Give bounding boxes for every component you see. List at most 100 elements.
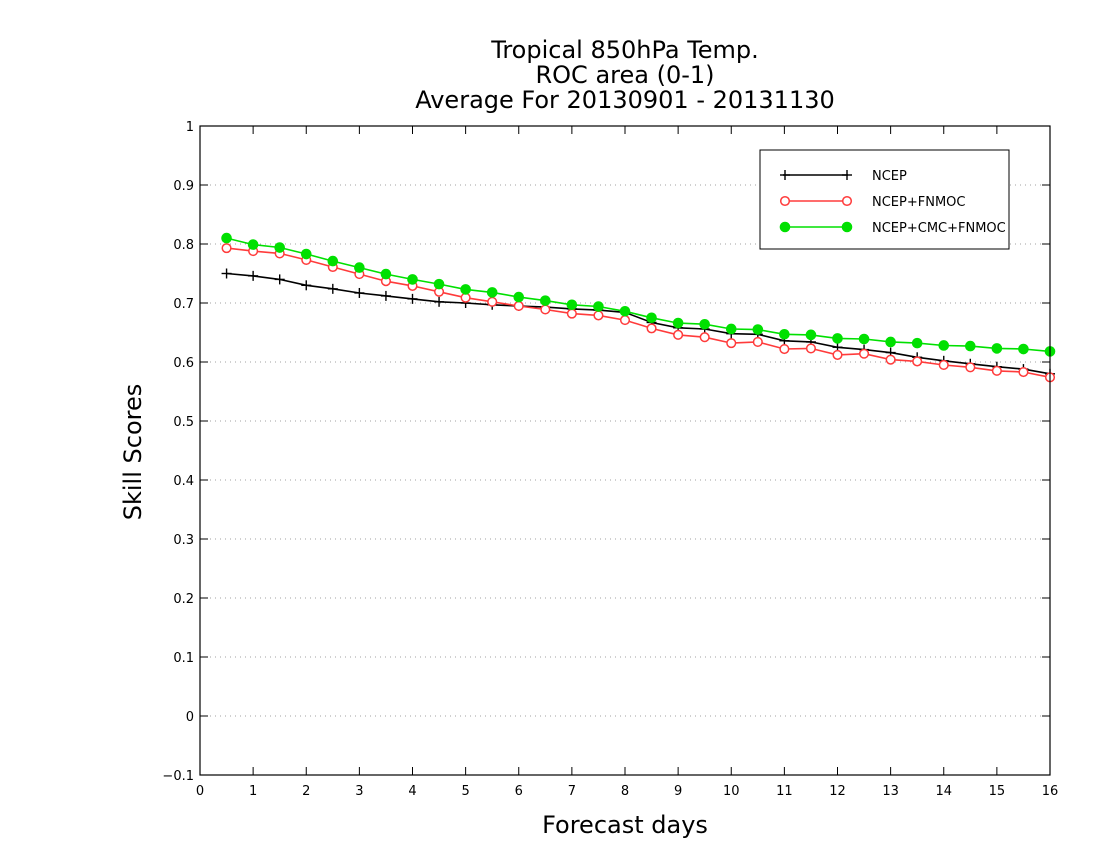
data-point xyxy=(380,290,391,301)
data-point xyxy=(911,337,923,349)
data-point xyxy=(805,343,816,354)
y-tick-label: 0.1 xyxy=(173,651,194,666)
data-point xyxy=(300,248,312,260)
data-point xyxy=(247,239,259,250)
y-tick-label: 0.6 xyxy=(173,356,194,371)
data-point xyxy=(460,284,471,295)
data-point xyxy=(673,329,684,340)
data-point xyxy=(354,287,365,298)
data-point xyxy=(672,317,684,329)
x-tick-label: 5 xyxy=(461,784,469,799)
x-axis-label: Forecast days xyxy=(542,811,708,839)
y-tick-label: 1 xyxy=(186,120,194,135)
data-point xyxy=(593,301,604,312)
legend-entry-2: NCEP+CMC+FNMOC xyxy=(779,221,1006,236)
legend-marker xyxy=(779,195,791,207)
data-point xyxy=(646,312,657,324)
x-tick-label: 6 xyxy=(515,784,523,799)
data-point xyxy=(486,287,498,298)
data-point xyxy=(566,308,577,319)
data-point xyxy=(725,323,737,335)
legend: NCEP NCEP+FNMOC NCEP+CMC+FNMOC xyxy=(759,149,1010,250)
data-point xyxy=(540,295,551,306)
legend-marker xyxy=(842,170,852,180)
x-tick-label: 14 xyxy=(935,784,952,799)
data-point xyxy=(885,354,896,365)
y-tick-label: 0 xyxy=(186,710,194,725)
legend-box xyxy=(759,149,1010,250)
data-point xyxy=(991,365,1002,376)
data-point xyxy=(699,332,710,343)
data-point xyxy=(938,359,949,371)
y-tick-label: 0.4 xyxy=(173,474,194,489)
legend-entry-1: NCEP+FNMOC xyxy=(779,195,965,210)
x-axis-ticks: 0 1 2 3 4 5 6 7 8 9 10 11 12 13 14 15 16 xyxy=(196,126,1058,799)
y-axis-ticks: −0.1 0 0.1 0.2 0.3 0.4 0.5 0.6 0.7 0.8 0.9 1 xyxy=(162,120,1050,784)
y-axis-label: Skill Scores xyxy=(119,384,147,521)
chart-title: Tropical 850hPa Temp. ROC area (0-1) Ave… xyxy=(415,36,835,114)
y-tick-label: 0.3 xyxy=(173,533,194,548)
data-point xyxy=(779,328,790,340)
x-tick-label: 15 xyxy=(989,784,1006,799)
data-point xyxy=(912,356,923,367)
legend-entry-0: NCEP xyxy=(780,169,907,184)
data-point xyxy=(513,300,524,312)
x-tick-label: 3 xyxy=(355,784,363,799)
series-1 xyxy=(221,243,1056,383)
data-point xyxy=(327,255,339,267)
data-point xyxy=(752,336,763,347)
data-point xyxy=(407,293,418,304)
y-tick-label: 0.8 xyxy=(173,238,194,253)
legend-label: NCEP+CMC+FNMOC xyxy=(872,221,1006,236)
data-point xyxy=(752,324,764,335)
gridlines xyxy=(200,184,1050,717)
x-tick-label: 4 xyxy=(408,784,416,799)
data-point xyxy=(965,362,976,373)
y-tick-label: −0.1 xyxy=(162,769,194,784)
legend-marker xyxy=(841,221,853,233)
data-point xyxy=(221,268,232,279)
data-point xyxy=(1018,343,1029,355)
data-point xyxy=(1018,366,1029,378)
data-point xyxy=(433,278,445,290)
y-tick-label: 0.7 xyxy=(173,297,194,312)
chart-title-line-3: Average For 20130901 - 20131130 xyxy=(415,86,835,114)
data-point xyxy=(513,291,525,303)
data-point xyxy=(540,304,551,315)
chart-title-line-1: Tropical 850hPa Temp. xyxy=(490,36,759,64)
chart-title-line-2: ROC area (0-1) xyxy=(535,61,714,89)
data-point xyxy=(619,315,631,326)
legend-marker xyxy=(779,221,791,233)
x-tick-label: 16 xyxy=(1042,784,1059,799)
x-tick-label: 8 xyxy=(621,784,629,799)
data-point xyxy=(832,349,843,360)
data-point xyxy=(221,232,232,244)
data-point xyxy=(885,336,896,348)
data-point xyxy=(248,270,259,281)
data-point xyxy=(354,262,365,273)
x-tick-label: 7 xyxy=(568,784,576,799)
data-point xyxy=(965,340,976,352)
data-point xyxy=(221,243,232,254)
data-point xyxy=(938,340,950,351)
data-point xyxy=(646,323,657,334)
data-point xyxy=(991,343,1003,354)
legend-marker xyxy=(780,170,790,180)
x-tick-label: 11 xyxy=(776,784,793,799)
data-point xyxy=(274,242,285,253)
x-tick-label: 12 xyxy=(829,784,846,799)
series-2 xyxy=(221,232,1056,357)
data-point xyxy=(566,299,578,311)
data-point xyxy=(779,343,790,355)
x-tick-label: 10 xyxy=(723,784,740,799)
data-point xyxy=(619,305,631,317)
x-tick-label: 9 xyxy=(674,784,682,799)
y-tick-label: 0.9 xyxy=(173,179,194,194)
data-point xyxy=(699,318,710,330)
data-point xyxy=(593,310,604,321)
data-point xyxy=(859,348,870,359)
x-tick-label: 13 xyxy=(882,784,899,799)
x-tick-label: 2 xyxy=(302,784,310,799)
data-point xyxy=(832,333,843,344)
